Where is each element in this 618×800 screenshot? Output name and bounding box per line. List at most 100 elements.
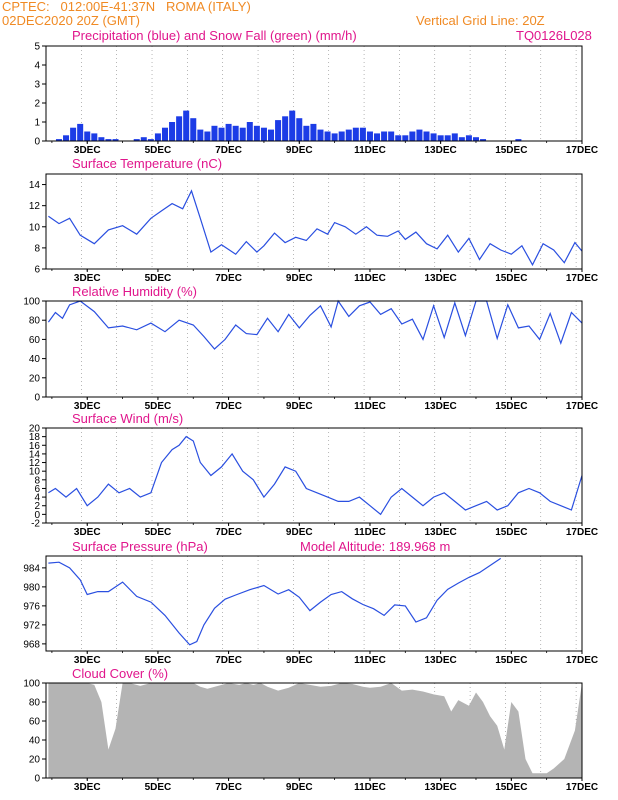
precip-bar xyxy=(317,129,324,141)
precip-bar xyxy=(169,122,176,141)
y-tick-label: 0 xyxy=(34,774,40,785)
x-tick-label: 3DEC xyxy=(74,273,101,284)
precip-bar xyxy=(289,110,296,141)
y-tick-label: 14 xyxy=(29,180,41,191)
x-tick-label: 9DEC xyxy=(286,782,313,793)
x-tick-label: 11DEC xyxy=(354,782,386,793)
panel-temp: 6 8 10 12 14 3DEC 5DEC 7DEC 9DEC 11DEC 13DEC 15DEC 1… xyxy=(29,173,598,284)
x-tick-label: 5DEC xyxy=(145,401,172,412)
chart-title-rh: Relative Humidity (%) xyxy=(72,284,197,299)
x-tick-label: 9DEC xyxy=(286,655,313,666)
x-tick-label: 17DEC xyxy=(566,782,598,793)
date-header: 02DEC2020 20Z (GMT) xyxy=(2,13,140,28)
y-tick-label: 16 xyxy=(29,441,41,452)
precip-bar xyxy=(112,139,119,141)
x-tick-label: 13DEC xyxy=(425,401,457,412)
y-tick-label: 984 xyxy=(23,563,40,574)
precip-bar xyxy=(381,131,388,141)
y-tick-label: 80 xyxy=(29,698,41,709)
precip-bar xyxy=(260,127,267,141)
precip-bar xyxy=(84,131,91,141)
precip-bar xyxy=(211,125,218,141)
x-tick-label: 13DEC xyxy=(425,273,457,284)
precip-bar xyxy=(451,133,458,141)
precip-bar xyxy=(395,135,402,141)
precip-bar xyxy=(388,131,395,141)
location-header: CPTEC: 012:00E-41:37N ROMA (ITALY) xyxy=(2,0,251,14)
x-tick-label: 11DEC xyxy=(354,401,386,412)
x-tick-label: 13DEC xyxy=(425,527,457,538)
x-tick-label: 5DEC xyxy=(145,145,172,156)
x-tick-label: 13DEC xyxy=(425,782,457,793)
x-tick-label: 7DEC xyxy=(215,401,242,412)
run-code: TQ0126L028 xyxy=(516,28,592,43)
y-tick-label: 10 xyxy=(29,467,41,478)
y-tick-label: 100 xyxy=(23,297,40,308)
chart-title-temp: Surface Temperature (nC) xyxy=(72,156,223,171)
precip-bar xyxy=(331,133,338,141)
x-tick-label: 15DEC xyxy=(495,655,527,666)
precip-bar xyxy=(480,139,487,141)
x-tick-label: 17DEC xyxy=(566,145,598,156)
x-tick-label: 3DEC xyxy=(74,527,101,538)
precip-bar xyxy=(409,131,416,141)
model-altitude: Model Altitude: 189.968 m xyxy=(300,539,451,554)
precip-bar xyxy=(232,125,239,141)
rh-line xyxy=(47,299,583,350)
y-tick-label: 20 xyxy=(29,755,41,766)
precip-bar xyxy=(140,137,147,141)
x-tick-label: 5DEC xyxy=(145,527,172,538)
x-tick-label: 3DEC xyxy=(74,655,101,666)
precip-bar xyxy=(458,137,465,141)
y-tick-label: 8 xyxy=(34,243,40,254)
wind-line xyxy=(48,435,583,516)
precip-bar xyxy=(218,127,225,141)
y-tick-label: 2 xyxy=(34,99,40,110)
x-tick-label: 3DEC xyxy=(74,145,101,156)
x-tick-label: 5DEC xyxy=(145,273,172,284)
y-tick-label: 14 xyxy=(29,449,41,460)
x-tick-label: 17DEC xyxy=(566,655,598,666)
x-tick-label: 7DEC xyxy=(215,273,242,284)
precip-bar xyxy=(472,137,479,141)
y-tick-label: 0 xyxy=(34,510,40,521)
y-tick-label: 20 xyxy=(29,424,41,435)
precip-bar xyxy=(282,116,289,141)
precip-bar xyxy=(303,125,310,141)
x-tick-label: 11DEC xyxy=(354,273,386,284)
chart-title-precip: Precipitation (blue) and Snow Fall (gree… xyxy=(72,28,357,43)
x-tick-label: 9DEC xyxy=(286,401,313,412)
panel-cloud: 0 20 40 60 80 100 3DEC 5DEC 7DEC 9DEC 11DEC 13DEC 15… xyxy=(23,679,598,794)
precip-bar xyxy=(310,123,317,141)
x-tick-label: 7DEC xyxy=(215,145,242,156)
x-tick-label: 5DEC xyxy=(145,655,172,666)
precip-bar xyxy=(366,131,373,141)
x-tick-label: 15DEC xyxy=(495,782,527,793)
y-tick-label: 10 xyxy=(29,222,41,233)
x-tick-label: 3DEC xyxy=(74,401,101,412)
y-tick-label: 4 xyxy=(34,61,40,72)
y-tick-label: 976 xyxy=(23,601,40,612)
precip-bar xyxy=(402,135,409,141)
precip-bar xyxy=(147,139,154,141)
y-tick-label: 100 xyxy=(23,679,40,690)
precip-bar xyxy=(437,135,444,141)
x-tick-label: 7DEC xyxy=(215,655,242,666)
x-tick-label: 15DEC xyxy=(495,401,527,412)
precip-bar xyxy=(423,131,430,141)
precip-bar xyxy=(345,129,352,141)
x-tick-label: 15DEC xyxy=(495,527,527,538)
y-tick-label: 80 xyxy=(29,316,41,327)
pressure-line xyxy=(48,557,502,646)
x-tick-label: 9DEC xyxy=(286,273,313,284)
y-tick-label: 6 xyxy=(34,265,40,276)
x-tick-label: 11DEC xyxy=(354,145,386,156)
y-tick-label: 980 xyxy=(23,582,40,593)
precip-bar xyxy=(204,131,211,141)
x-tick-label: 17DEC xyxy=(566,401,598,412)
precip-bar xyxy=(154,133,161,141)
x-tick-label: 7DEC xyxy=(215,527,242,538)
y-tick-label: 60 xyxy=(29,335,41,346)
